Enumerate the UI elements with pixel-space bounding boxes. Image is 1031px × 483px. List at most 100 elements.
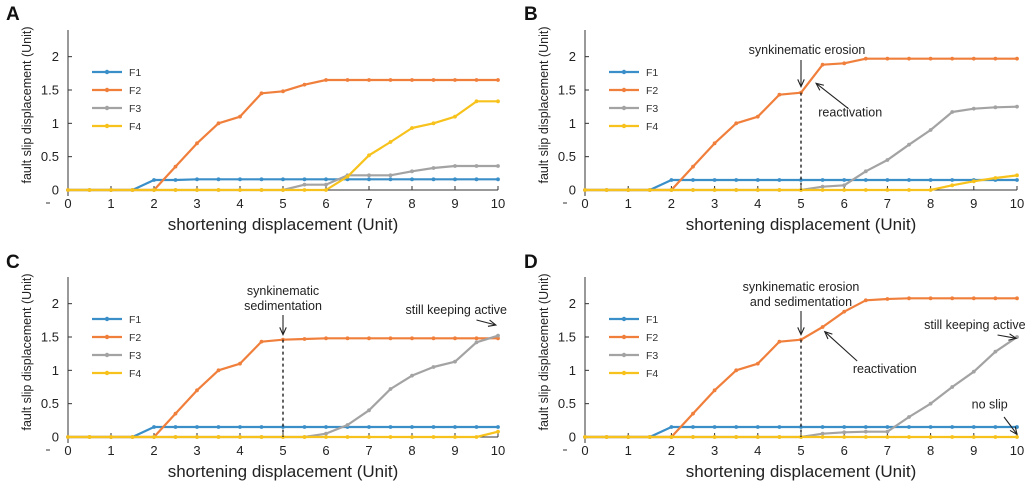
y-tick-label: 0.5 [558, 149, 576, 164]
x-tick-label: 10 [1010, 196, 1024, 211]
data-point-f1 [152, 178, 156, 182]
data-point-f3 [993, 105, 998, 110]
data-point-f1 [842, 178, 847, 182]
data-point-f3 [496, 333, 500, 338]
legend-label-f3: F3 [129, 350, 141, 362]
y-tick-label: 0 [52, 183, 59, 198]
legend-marker-f3 [621, 352, 627, 358]
x-tick-label: 9 [451, 196, 458, 211]
legend-marker-f1 [104, 69, 110, 75]
legend-marker-f1 [104, 316, 110, 322]
data-point-f4 [885, 188, 890, 192]
data-point-f2 [195, 388, 199, 393]
legend-label-f4: F4 [129, 121, 141, 133]
data-point-f4 [130, 435, 135, 439]
data-point-f3 [885, 158, 890, 162]
data-point-f1 [173, 178, 178, 182]
y-axis-label: fault slip displacement (Unit) [537, 26, 551, 183]
data-point-f2 [238, 361, 242, 366]
data-point-f4 [195, 435, 199, 439]
data-point-f1 [691, 178, 695, 182]
data-point-f4 [820, 188, 825, 192]
data-point-f2 [971, 56, 976, 61]
annotation-no-slip-arrow-shaft [1003, 416, 1018, 435]
data-point-f3 [993, 349, 998, 354]
annotation-reactivation: reactivation [853, 362, 917, 376]
legend-marker-f1 [621, 316, 627, 322]
data-point-f1 [453, 177, 457, 182]
x-tick-label: 8 [408, 196, 415, 211]
data-point-f3 [388, 173, 393, 178]
data-point-f3 [431, 365, 436, 369]
x-axis-label: shortening displacement (Unit) [686, 462, 917, 481]
data-point-f4 [842, 188, 847, 192]
annotation-reactivation-arrow-shaft [824, 331, 858, 362]
annotation-reactivation: reactivation [818, 106, 882, 120]
data-point-f1 [863, 178, 868, 182]
data-point-f4 [993, 435, 998, 439]
data-point-f1 [324, 177, 328, 182]
data-point-f2 [453, 336, 457, 341]
data-point-f3 [431, 166, 436, 170]
data-point-f1 [712, 178, 717, 182]
data-point-f4 [820, 435, 825, 439]
data-point-f1 [281, 425, 285, 429]
legend-marker-f2 [104, 87, 110, 93]
annotation-erosion: synkinematic erosion [749, 43, 866, 57]
x-tick-label: 4 [754, 196, 761, 211]
data-point-f4 [109, 188, 113, 192]
annotation-sedimentation: sedimentation [244, 299, 322, 313]
data-point-f1 [691, 425, 695, 429]
data-point-f1 [302, 177, 307, 182]
x-tick-label: 0 [64, 443, 71, 458]
legend-label-f1: F1 [646, 67, 658, 79]
data-point-f2 [367, 78, 371, 82]
data-point-f2 [388, 336, 393, 341]
data-point-f3 [410, 373, 414, 378]
legend-marker-f4 [621, 123, 627, 129]
x-axis-label: shortening displacement (Unit) [686, 215, 917, 234]
x-tick-label: 3 [711, 196, 718, 211]
data-point-f4 [1015, 173, 1019, 178]
x-tick-label: 1 [625, 443, 632, 458]
data-point-f1 [820, 425, 825, 429]
x-tick-label: 8 [927, 196, 934, 211]
data-point-f2 [259, 339, 264, 344]
data-point-f4 [777, 435, 782, 439]
data-point-f2 [324, 78, 328, 82]
data-point-f4 [238, 435, 242, 439]
data-point-f3 [820, 184, 825, 189]
data-point-f4 [345, 435, 350, 439]
data-point-f2 [907, 56, 911, 61]
data-point-f4 [626, 435, 631, 439]
data-point-f4 [195, 188, 199, 192]
data-point-f2 [367, 336, 371, 341]
data-point-f2 [173, 411, 178, 416]
legend-label-f4: F4 [646, 121, 658, 133]
panel-c: C 0 0.5 1 1.5 2 0 1 2 3 4 5 6 7 8 9 10 shortening displac… [6, 252, 507, 481]
data-point-f3 [474, 340, 479, 345]
x-tick-label: 5 [797, 196, 804, 211]
data-point-f1 [195, 425, 199, 429]
data-point-f4 [216, 188, 221, 192]
x-tick-label: 10 [1010, 443, 1024, 458]
x-axis-label: shortening displacement (Unit) [168, 462, 399, 481]
y-tick-label: 0.5 [41, 149, 59, 164]
data-point-f3 [885, 429, 890, 434]
data-point-f4 [302, 435, 307, 439]
data-point-f4 [734, 435, 739, 439]
legend-marker-f2 [621, 334, 627, 340]
data-point-f4 [907, 435, 911, 439]
data-point-f4 [712, 435, 717, 439]
data-point-f1 [367, 425, 371, 429]
x-tick-label: 6 [841, 196, 848, 211]
data-point-f2 [842, 309, 847, 314]
data-point-f1 [755, 425, 760, 429]
x-tick-label: 3 [193, 196, 200, 211]
data-point-f3 [496, 164, 500, 168]
data-point-f4 [388, 140, 393, 144]
data-point-f4 [971, 435, 976, 439]
data-point-f3 [820, 431, 825, 436]
legend-label-f2: F2 [646, 85, 658, 97]
